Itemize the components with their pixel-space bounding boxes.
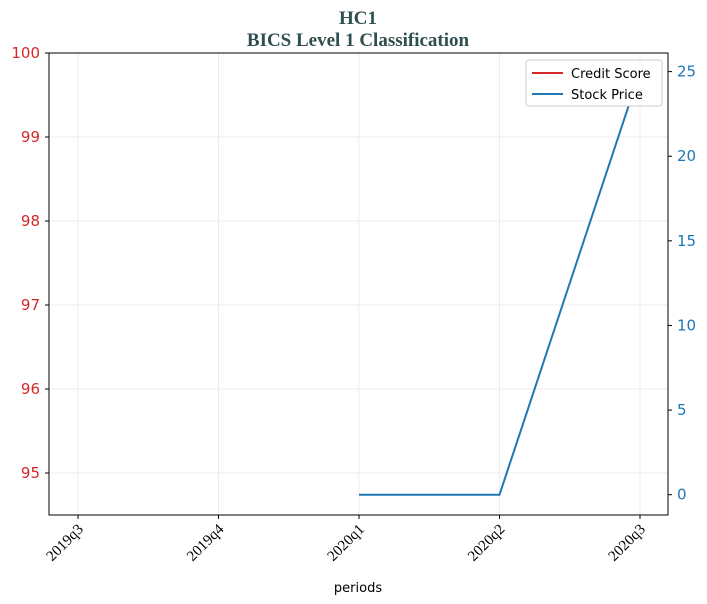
left-tick-label-99: 99 (21, 128, 40, 146)
left-tick-label-100: 100 (11, 44, 40, 62)
legend-label-credit-score: Credit Score (571, 67, 651, 82)
right-tick-label-20: 20 (677, 147, 696, 165)
x-axis-label: periods (334, 581, 382, 596)
chart-title: HC1 (339, 8, 377, 29)
series (359, 71, 641, 496)
right-tick-label-5: 5 (677, 401, 687, 419)
series-line-stock-price (359, 71, 641, 496)
left-tick-label-98: 98 (21, 212, 40, 230)
x-tick-label-2020q2: 2020q2 (465, 522, 508, 565)
left-tick-label-97: 97 (21, 296, 40, 314)
legend-label-stock-price: Stock Price (571, 88, 643, 103)
right-tick-label-0: 0 (677, 486, 687, 504)
left-tick-label-96: 96 (21, 380, 40, 398)
x-tick-label-2020q3: 2020q3 (606, 522, 649, 565)
right-tick-label-10: 10 (677, 316, 696, 334)
x-tick-label-2019q3: 2019q3 (44, 522, 87, 565)
chart-subtitle: BICS Level 1 Classification (247, 30, 470, 51)
left-tick-label-95: 95 (21, 464, 40, 482)
legend: Credit Score Stock Price (525, 59, 663, 107)
right-tick-label-15: 15 (677, 232, 696, 250)
right-axis: 0 5 10 15 20 25 (668, 63, 696, 504)
x-tick-label-2019q4: 2019q4 (184, 521, 227, 564)
x-tick-label-2020q1: 2020q1 (325, 522, 368, 565)
left-axis: 95 96 97 98 99 100 (11, 44, 49, 482)
x-axis: 2019q3 2019q4 2020q1 2020q2 2020q3 (44, 515, 649, 565)
right-tick-label-25: 25 (677, 63, 696, 81)
grid (49, 52, 668, 515)
